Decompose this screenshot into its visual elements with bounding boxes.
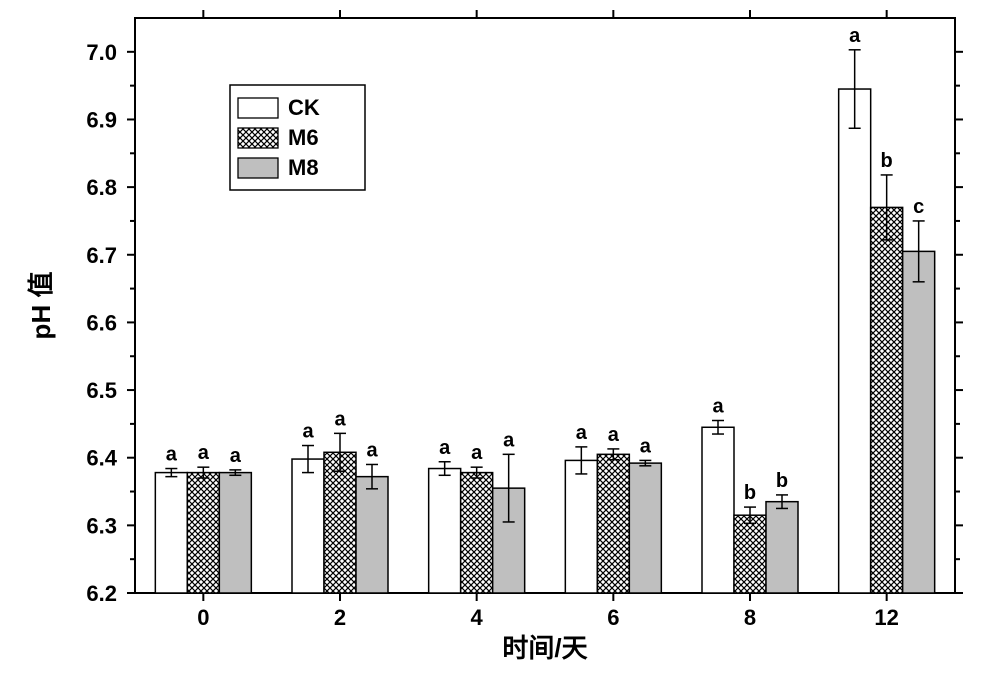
bar-CK [429, 469, 461, 593]
significance-label: a [198, 442, 210, 464]
significance-label: a [334, 408, 346, 430]
significance-label: a [849, 25, 861, 47]
x-tick-label: 12 [874, 605, 898, 630]
significance-label: a [576, 422, 588, 444]
legend-label: M8 [288, 155, 319, 180]
y-tick-label: 6.5 [86, 378, 117, 403]
legend-swatch [238, 128, 278, 148]
y-tick-label: 6.2 [86, 581, 117, 606]
y-tick-label: 6.9 [86, 107, 117, 132]
bar-M6 [871, 207, 903, 593]
significance-label: a [302, 421, 314, 443]
significance-label: a [608, 424, 620, 446]
bar-M8 [219, 473, 251, 593]
bar-M8 [766, 502, 798, 593]
legend-label: M6 [288, 125, 319, 150]
x-tick-label: 2 [334, 605, 346, 630]
legend-swatch [238, 158, 278, 178]
significance-label: b [776, 470, 788, 492]
bar-CK [702, 427, 734, 593]
x-tick-label: 8 [744, 605, 756, 630]
significance-label: b [744, 482, 756, 504]
x-tick-label: 0 [197, 605, 209, 630]
y-tick-label: 6.3 [86, 513, 117, 538]
significance-label: a [712, 396, 724, 418]
x-axis-title: 时间/天 [502, 633, 587, 663]
bar-M6 [324, 452, 356, 593]
bar-M6 [734, 515, 766, 593]
significance-label: a [166, 444, 178, 466]
bar-CK [565, 460, 597, 593]
bar-M6 [597, 454, 629, 593]
legend-swatch [238, 98, 278, 118]
y-tick-label: 6.4 [86, 446, 117, 471]
legend-label: CK [288, 95, 320, 120]
bar-M8 [356, 477, 388, 593]
bar-M8 [903, 251, 935, 593]
bar-chart: 6.26.36.46.56.66.76.86.97.0pH 值0aaa2aaa4… [0, 0, 991, 689]
y-axis-title: pH 值 [26, 272, 56, 340]
significance-label: a [471, 442, 483, 464]
y-tick-label: 6.6 [86, 310, 117, 335]
bar-CK [839, 89, 871, 593]
y-tick-label: 7.0 [86, 40, 117, 65]
significance-label: a [230, 445, 242, 467]
bar-M8 [629, 463, 661, 593]
chart-container: 6.26.36.46.56.66.76.86.97.0pH 值0aaa2aaa4… [0, 0, 991, 689]
x-tick-label: 4 [471, 605, 484, 630]
significance-label: a [640, 435, 652, 457]
significance-label: a [439, 437, 451, 459]
y-tick-label: 6.7 [86, 243, 117, 268]
bar-M6 [187, 473, 219, 593]
bar-M6 [461, 473, 493, 593]
significance-label: b [881, 150, 893, 172]
bar-CK [155, 473, 187, 593]
bar-CK [292, 459, 324, 593]
significance-label: a [503, 429, 515, 451]
significance-label: a [366, 439, 378, 461]
x-tick-label: 6 [607, 605, 619, 630]
significance-label: c [913, 196, 924, 218]
y-tick-label: 6.8 [86, 175, 117, 200]
